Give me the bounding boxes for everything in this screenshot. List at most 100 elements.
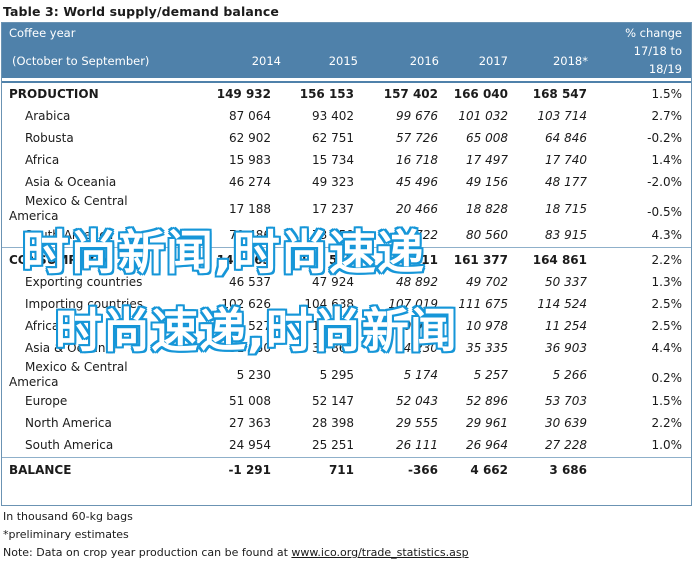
row-label: South America [25, 438, 114, 452]
value-2014: 10 527 [229, 319, 271, 333]
value-2015: 104 638 [304, 297, 354, 311]
value-2015: 32 863 [312, 341, 354, 355]
value-2015: 47 924 [312, 275, 354, 289]
table-row: Robusta 62 902 62 751 57 726 65 008 64 846 -0.… [2, 127, 691, 149]
value-pct-change: -2.0% [647, 175, 682, 189]
header-year-2017: 2017 [478, 54, 508, 68]
header-year-2015: 2015 [328, 54, 358, 68]
row-label: Robusta [25, 131, 74, 145]
table-title: Table 3: World supply/demand balance [3, 4, 279, 19]
value-2014: 17 188 [229, 202, 271, 216]
table-row: South America 24 954 25 251 26 111 26 964 27 … [2, 434, 691, 456]
row-label: CONSUMPTION [9, 253, 111, 267]
footnote-preliminary: *preliminary estimates [3, 528, 129, 541]
header-year-2016: 2016 [409, 54, 439, 68]
value-2016: 48 892 [396, 275, 438, 289]
value-2014: 5 230 [236, 368, 271, 382]
value-pct-change: -0.5% [647, 205, 682, 219]
value-2016: 16 718 [396, 153, 438, 167]
table-header: Coffee year (October to September) 2014 … [2, 23, 691, 78]
value-2015: 93 402 [312, 109, 354, 123]
header-divider [2, 81, 691, 83]
row-label: Asia & Oceania [25, 175, 117, 189]
table-row: Africa 10 527 10 750 10 914 10 978 11 254 2.5% [2, 315, 691, 337]
value-pct-change: 4.4% [651, 341, 683, 355]
value-2016: 107 019 [388, 297, 438, 311]
value-2017: 26 964 [466, 438, 508, 452]
value-pct-change: 1.4% [651, 153, 683, 167]
value-2014: 149 163 [216, 253, 271, 267]
value-2017: 4 662 [470, 463, 508, 477]
table-row: North America 27 363 28 398 29 555 29 961 30 … [2, 412, 691, 434]
value-pct-change: 2.2% [651, 416, 683, 430]
value-pct-change: 0.2% [651, 371, 683, 385]
value-2018: 3 686 [549, 463, 587, 477]
value-2015: 10 750 [312, 319, 354, 333]
value-2017: 161 377 [453, 253, 508, 267]
value-2018: 11 254 [545, 319, 587, 333]
value-2015: 156 153 [299, 87, 354, 101]
value-2017: 10 978 [466, 319, 508, 333]
header-pct-to: 18/19 [648, 62, 682, 76]
table-row: Africa 15 983 15 734 16 718 17 497 17 740 1.4% [2, 149, 691, 171]
row-label: Mexico & Central America [9, 360, 128, 390]
value-2017: 5 257 [473, 368, 508, 382]
value-2014: 27 363 [229, 416, 271, 430]
value-pct-change: 2.7% [651, 109, 683, 123]
value-2014: 51 008 [229, 394, 271, 408]
footnote-source-text: Note: Data on crop year production can b… [3, 546, 292, 559]
value-2017: 29 961 [466, 416, 508, 430]
value-2017: 18 828 [466, 202, 508, 216]
value-2015: 28 398 [312, 416, 354, 430]
header-coffee-year: Coffee year [9, 26, 76, 40]
value-2018: 64 846 [545, 131, 587, 145]
header-pct-change: % change [625, 26, 682, 40]
value-2015: 152 562 [299, 253, 354, 267]
row-label-line-1: Mexico & Central [25, 360, 128, 374]
value-2015: 25 251 [312, 438, 354, 452]
table-row: Asia & Oceania 31 950 32 863 34 230 35 335 36… [2, 337, 691, 359]
value-2018: 50 337 [545, 275, 587, 289]
value-2016: 74 722 [396, 228, 438, 242]
header-pct-from: 17/18 to [633, 44, 682, 58]
value-2018: 27 228 [545, 438, 587, 452]
value-2016: 26 111 [396, 438, 438, 452]
value-2016: 20 466 [396, 202, 438, 216]
value-2014: -1 291 [228, 463, 271, 477]
row-label: South America [25, 228, 114, 242]
value-2016: 157 402 [383, 87, 438, 101]
row-label: Europe [25, 394, 68, 408]
value-2018: 48 177 [545, 175, 587, 189]
row-label: Africa [25, 153, 60, 167]
value-2017: 166 040 [453, 87, 508, 101]
value-2014: 31 950 [229, 341, 271, 355]
row-label-line-2: America [9, 209, 59, 223]
table-row: Mexico & Central America 17 188 17 237 20 46… [2, 193, 691, 224]
table-row: Importing countries 102 626 104 638 107 019… [2, 293, 691, 315]
row-label: Exporting countries [25, 275, 143, 289]
value-2018: 53 703 [545, 394, 587, 408]
value-2016: 29 555 [396, 416, 438, 430]
value-2015: 5 295 [319, 368, 354, 382]
value-2017: 80 560 [466, 228, 508, 242]
value-2018: 18 715 [545, 202, 587, 216]
table-row: Exporting countries 46 537 47 924 48 892 49 … [2, 271, 691, 293]
table-row: Arabica 87 064 93 402 99 676 101 032 103 714 2… [2, 105, 691, 127]
value-2014: 102 626 [221, 297, 271, 311]
value-pct-change: 2.2% [651, 253, 683, 267]
value-pct-change: 1.5% [651, 394, 683, 408]
row-label: Mexico & Central America [9, 194, 128, 224]
source-link[interactable]: www.ico.org/trade_statistics.asp [291, 546, 469, 559]
value-2014: 15 983 [229, 153, 271, 167]
table-row: PRODUCTION 149 932 156 153 157 402 166 040 16… [2, 83, 691, 105]
value-2018: 114 524 [537, 297, 587, 311]
table-row: Europe 51 008 52 147 52 043 52 896 53 703 1.5% [2, 390, 691, 412]
value-2015: 49 323 [312, 175, 354, 189]
row-label-line-2: America [9, 375, 59, 389]
value-2016: 155 911 [383, 253, 438, 267]
row-label: BALANCE [9, 463, 72, 477]
value-2017: 65 008 [466, 131, 508, 145]
value-2016: 10 914 [396, 319, 438, 333]
table-row: BALANCE -1 291 711 -366 4 662 3 686 [2, 459, 691, 481]
row-label: Africa [25, 319, 60, 333]
